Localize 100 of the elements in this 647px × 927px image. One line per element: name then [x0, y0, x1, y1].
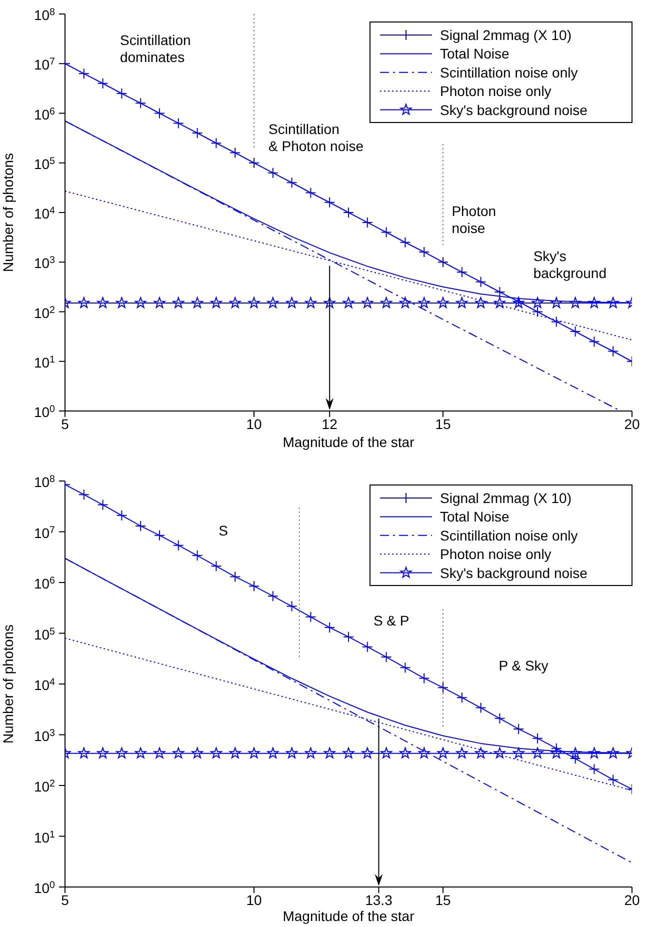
- point: [78, 747, 90, 758]
- point: [456, 297, 468, 308]
- point: [437, 297, 449, 308]
- x-tick-label: 20: [624, 416, 640, 432]
- point: [399, 747, 411, 758]
- x-tick-label: 20: [624, 892, 640, 908]
- point: [286, 747, 298, 758]
- point: [192, 747, 204, 758]
- point: [324, 297, 336, 308]
- annotation: Scintillation & Photon noise: [268, 121, 364, 154]
- point: [362, 297, 374, 308]
- y-tick-label: 10$^{4}$: [34, 205, 56, 222]
- point: [550, 297, 562, 308]
- point: [267, 747, 279, 758]
- y-tick-label: 10$^{2}$: [34, 778, 55, 794]
- point: [418, 747, 430, 758]
- point: [324, 747, 336, 758]
- legend-label: Photon noise only: [440, 83, 552, 100]
- y-tick-label: 10$^{1}$: [34, 354, 55, 370]
- point: [210, 747, 222, 758]
- point: [588, 297, 600, 308]
- point: [304, 297, 316, 308]
- point: [172, 297, 184, 308]
- y-tick-label: 10$^{5}$: [34, 626, 56, 642]
- point: [248, 747, 260, 758]
- legend-label: Sky's background noise: [440, 102, 588, 118]
- legend-label: Scintillation noise only: [440, 527, 578, 544]
- x-axis-title: Magnitude of the star: [282, 434, 415, 450]
- point: [229, 297, 241, 308]
- point: [532, 297, 544, 308]
- point: [342, 747, 354, 758]
- point: [456, 747, 468, 758]
- point: [267, 297, 279, 308]
- point: [494, 747, 506, 758]
- point: [154, 747, 166, 758]
- point: [399, 297, 411, 308]
- y-tick-label: 10$^{0}$: [34, 404, 56, 420]
- annotation: P & Sky: [498, 658, 548, 674]
- point: [475, 297, 487, 308]
- y-tick-label: 10$^{7}$: [34, 56, 55, 73]
- point: [380, 297, 392, 308]
- point: [154, 297, 166, 308]
- point: [304, 747, 316, 758]
- point: [362, 747, 374, 758]
- y-tick-label: 10$^{2}$: [34, 304, 55, 321]
- y-axis-title: Number of photons: [0, 624, 16, 744]
- legend-label: Photon noise only: [440, 546, 552, 562]
- legend-label: Total Noise: [440, 508, 510, 525]
- point: [570, 747, 582, 758]
- y-tick-label: 10$^{3}$: [34, 727, 56, 744]
- legend-label: Total Noise: [440, 46, 510, 62]
- point: [286, 297, 298, 308]
- y-tick-label: 10$^{0}$: [34, 880, 56, 896]
- x-axis-title: Magnitude of the star: [282, 908, 415, 924]
- y-tick-label: 10$^{5}$: [34, 155, 56, 172]
- point: [532, 747, 544, 758]
- point: [229, 747, 241, 758]
- annotation: S: [218, 522, 228, 539]
- x-tick-label: 15: [435, 892, 451, 908]
- point: [97, 297, 109, 308]
- x-tick-label: 15: [435, 416, 451, 432]
- legend-label: Signal 2mmag (X 10): [440, 490, 572, 506]
- x-tick-label: 13.3: [365, 892, 393, 908]
- y-tick-label: 10$^{6}$: [34, 106, 56, 122]
- y-tick-label: 10$^{6}$: [34, 575, 56, 592]
- point: [512, 747, 524, 758]
- y-tick-label: 10$^{4}$: [34, 676, 56, 693]
- y-tick-label: 10$^{1}$: [34, 828, 55, 846]
- point: [134, 297, 146, 308]
- legend-label: Sky's background noise: [440, 564, 588, 581]
- x-tick-label: 5: [61, 416, 70, 432]
- point: [437, 747, 449, 758]
- annotation: S & P: [373, 612, 410, 628]
- y-tick-label: 10$^{8}$: [34, 6, 56, 23]
- legend-label: Scintillation noise only: [440, 64, 578, 80]
- point: [116, 747, 128, 758]
- x-tick-label: 12: [322, 416, 338, 432]
- point: [78, 297, 90, 308]
- point: [380, 747, 392, 758]
- x-tick-label: 5: [61, 892, 70, 908]
- point: [475, 747, 487, 758]
- point: [588, 747, 600, 758]
- x-tick-label: 10: [246, 892, 262, 908]
- point: [418, 297, 430, 308]
- point: [550, 747, 562, 758]
- annotation: Photon noise: [452, 202, 496, 236]
- point: [134, 747, 146, 758]
- point: [192, 297, 204, 308]
- point: [210, 297, 222, 308]
- y-tick-label: 10$^{3}$: [34, 254, 56, 272]
- point: [172, 747, 184, 758]
- point: [607, 747, 619, 758]
- point: [342, 297, 354, 308]
- point: [570, 297, 582, 308]
- point: [248, 297, 260, 308]
- point: [116, 297, 128, 308]
- x-tick-label: 10: [246, 416, 262, 432]
- point: [607, 297, 619, 308]
- annotation: Sky's background: [533, 248, 607, 282]
- y-tick-label: 10$^{8}$: [34, 474, 56, 490]
